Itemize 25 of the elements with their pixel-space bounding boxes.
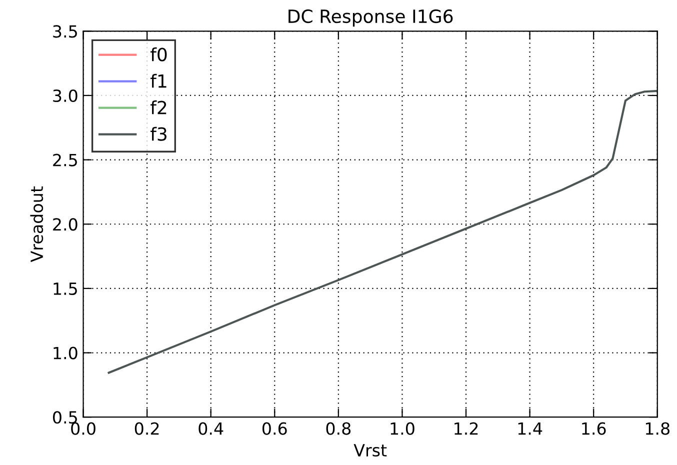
y-tick-label: 0.5 (53, 411, 77, 424)
x-axis-title: Vrst (354, 444, 387, 457)
line-series (108, 90, 658, 374)
x-tick-label: 1.8 (646, 422, 670, 435)
legend-label: f2 (150, 100, 166, 114)
y-tick-label: 3.0 (53, 89, 78, 102)
y-axis-title: Vreadout (30, 186, 44, 262)
x-tick-label: 1.2 (454, 422, 478, 435)
legend-label: f3 (150, 126, 166, 141)
x-tick-label: 1.0 (390, 422, 414, 435)
chart-title: DC Response I1G6 (288, 9, 453, 27)
y-tick-label: 2.0 (53, 218, 78, 231)
y-tick-label: 1.0 (54, 346, 78, 360)
legend-label: f0 (150, 47, 167, 62)
x-tick-label: 0.8 (326, 422, 351, 435)
x-tick-label: 0.2 (134, 422, 159, 435)
x-tick-label: 1.6 (582, 422, 606, 435)
x-tick-label: 1.4 (518, 422, 542, 435)
legend-label: f1 (150, 74, 166, 88)
y-tick-label: 3.5 (53, 25, 77, 38)
x-tick-label: 0.6 (262, 422, 287, 435)
x-tick-label: 0.0 (71, 422, 96, 435)
y-tick-label: 2.5 (53, 154, 77, 166)
x-tick-label: 0.4 (198, 422, 224, 435)
y-tick-label: 1.5 (54, 282, 77, 296)
